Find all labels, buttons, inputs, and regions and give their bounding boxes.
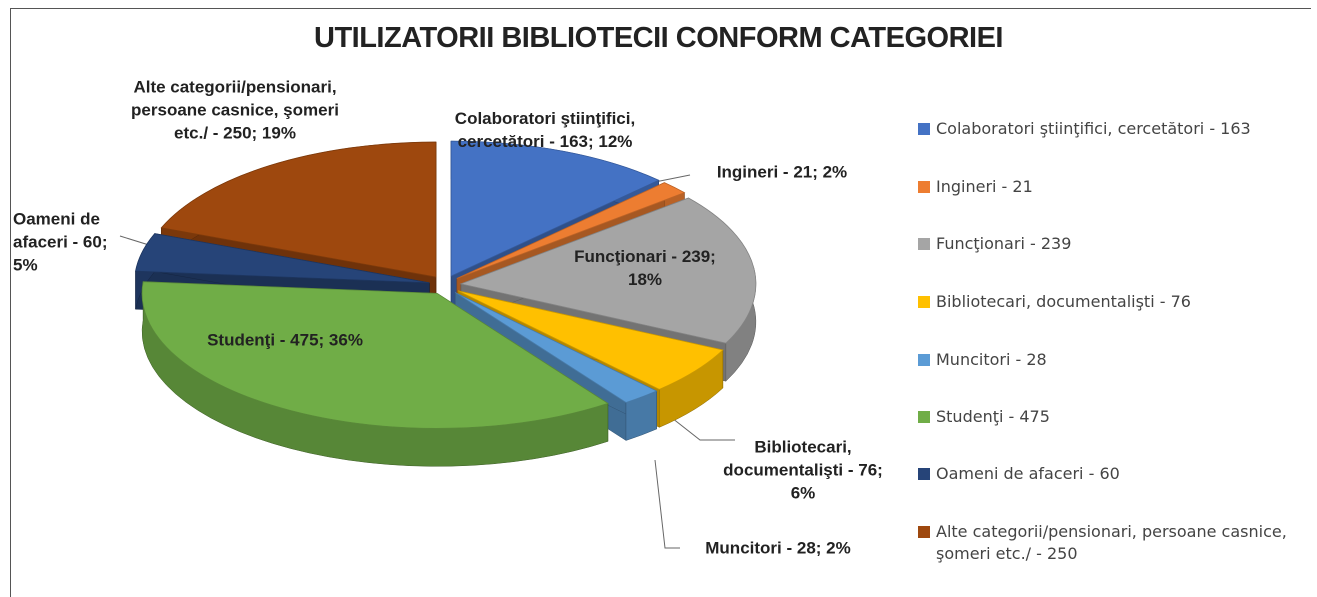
data-label: Studenţi - 475; 36% (207, 330, 363, 350)
legend-label: Bibliotecari, documentalişti - 76 (936, 292, 1191, 311)
legend-swatch (918, 526, 930, 538)
legend-entry: Alte categorii/pensionari, persoane casn… (918, 521, 1316, 565)
legend-swatch (918, 411, 930, 423)
data-label: Colaboratori ştiinţifici, cercetători - … (454, 109, 636, 151)
slice-tops (135, 140, 757, 429)
chart-frame (10, 8, 1311, 597)
pie-slice (160, 141, 437, 278)
leader-line (654, 459, 680, 549)
legend-entry: Ingineri - 21 (918, 176, 1316, 198)
legend-label: Muncitori - 28 (936, 350, 1047, 369)
data-label: Funcţionari - 239; 18% (574, 247, 716, 289)
legend-label: Studenţi - 475 (936, 407, 1050, 426)
legend-label: Ingineri - 21 (936, 177, 1033, 196)
data-label: Oameni de afaceri - 60; 5% (13, 209, 108, 275)
legend-label: Oameni de afaceri - 60 (936, 464, 1120, 483)
pie-slice (135, 233, 430, 284)
legend-entry: Colaboratori ştiinţifici, cercetători - … (918, 118, 1316, 140)
data-label: Bibliotecari, documentalişti - 76; 6% (723, 437, 883, 503)
legend-swatch (918, 238, 930, 250)
data-label: Ingineri - 21; 2% (716, 162, 848, 182)
legend-swatch (918, 123, 930, 135)
legend-label: Colaboratori ştiinţifici, cercetători - … (936, 119, 1251, 138)
pie-slice (454, 292, 658, 403)
legend-swatch (918, 468, 930, 480)
legend-entry: Muncitori - 28 (918, 349, 1316, 371)
legend-entry: Oameni de afaceri - 60 (918, 463, 1316, 485)
legend-swatch (918, 181, 930, 193)
legend-entry: Studenţi - 475 (918, 406, 1316, 428)
chart-title: UTILIZATORII BIBLIOTECII CONFORM CATEGOR… (314, 22, 1003, 54)
leader-line (671, 417, 735, 441)
pie-slice (459, 197, 757, 344)
pie-slice (456, 182, 686, 279)
legend-entry: Bibliotecari, documentalişti - 76 (918, 291, 1316, 313)
pie-slice (450, 140, 660, 277)
legend-label: Alte categorii/pensionari, persoane casn… (936, 522, 1287, 563)
legend-swatch (918, 296, 930, 308)
data-label: Muncitori - 28; 2% (705, 538, 851, 558)
data-label: Alte categorii/pensionari, persoane casn… (131, 77, 339, 143)
legend-swatch (918, 354, 930, 366)
pie-slice (457, 290, 724, 390)
legend-entry: Funcţionari - 239 (918, 233, 1316, 255)
pie-slice (141, 281, 609, 429)
legend-label: Funcţionari - 239 (936, 234, 1072, 253)
